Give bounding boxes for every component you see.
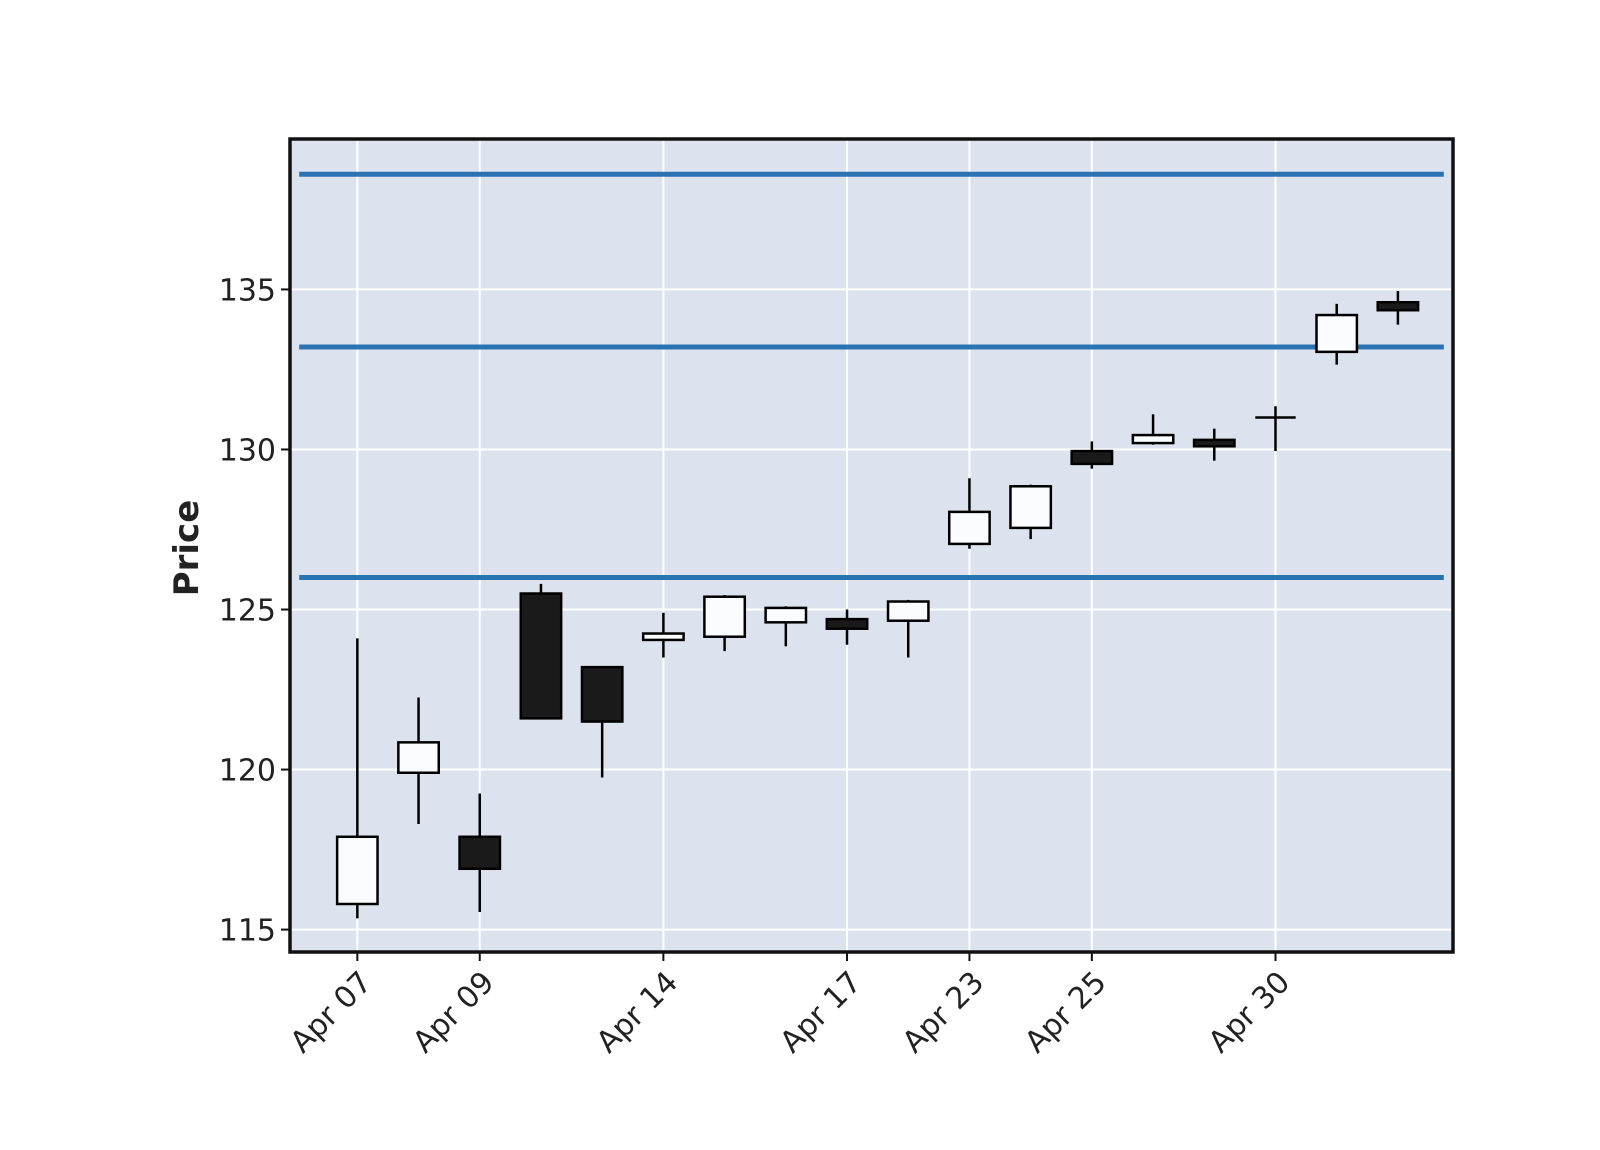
horizontal-lines (299, 171, 1444, 581)
candle-body (1070, 449, 1114, 466)
candle-body (703, 595, 747, 638)
candle-body (519, 592, 563, 720)
candle-body (397, 741, 440, 775)
candle-body (947, 510, 991, 546)
y-tick-label: 130 (219, 433, 276, 468)
grid (290, 139, 1453, 952)
candle-body (335, 835, 379, 906)
x-tick-label: Apr 14 (590, 965, 685, 1060)
y-tick-label: 115 (219, 914, 276, 949)
y-tick-label: 125 (219, 594, 276, 629)
candle-body (1131, 433, 1175, 445)
candle-body (1376, 300, 1420, 312)
x-tick-label: Apr 09 (406, 965, 501, 1060)
x-axis: Apr 07 Apr 09 Apr 14 Apr 17 Apr 23 Apr 25 Apr … (284, 952, 1297, 1060)
x-tick-label: Apr 23 (896, 965, 991, 1060)
candle-body (764, 606, 808, 624)
y-axis: 115 120 125 130 135 (219, 273, 290, 949)
candle-body (1315, 313, 1359, 354)
y-tick-label: 120 (219, 754, 276, 789)
candle-body (641, 632, 685, 642)
x-tick-label: Apr 07 (284, 965, 379, 1060)
candle-body (458, 835, 502, 871)
candle-body (1009, 485, 1053, 530)
plot-background (290, 139, 1453, 952)
candle-body (1192, 438, 1236, 448)
y-tick-label: 135 (219, 273, 276, 308)
x-tick-label: Apr 17 (773, 965, 868, 1060)
candle-body (825, 617, 869, 630)
candle-body (886, 600, 930, 622)
plot-frame (288, 137, 1455, 954)
x-tick-label: Apr 30 (1202, 965, 1297, 1060)
y-axis-title: Price (167, 500, 207, 597)
x-tick-label: Apr 25 (1018, 965, 1113, 1060)
candle-body (580, 665, 624, 723)
candles (335, 291, 1420, 919)
